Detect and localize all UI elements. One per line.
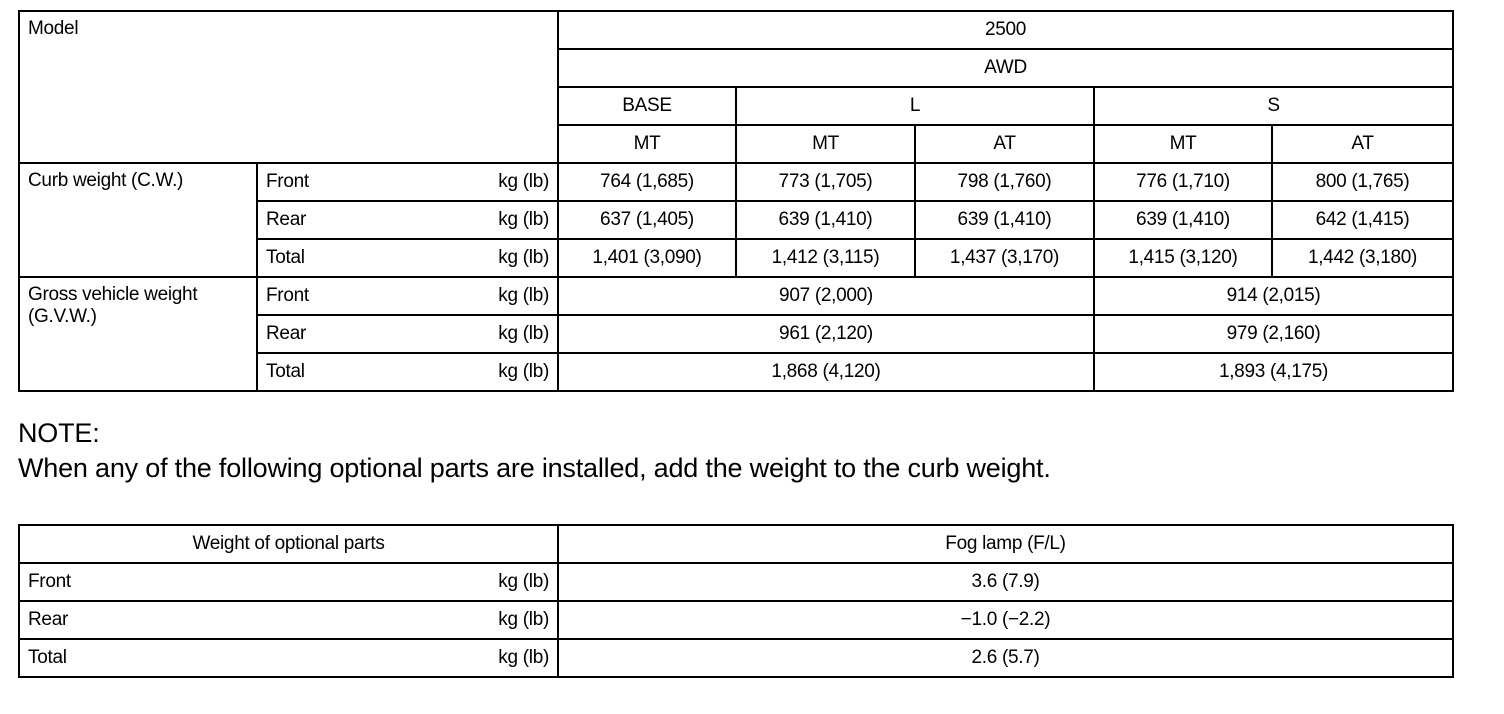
optional-parts-table: Weight of optional parts Fog lamp (F/L) … [18,524,1454,678]
value-cell: 764 (1,685) [557,162,737,202]
unit-label: kg (lb) [498,609,549,630]
grade-header: BASE [557,86,737,126]
value-cell: 914 (2,015) [1092,276,1455,316]
note-text: When any of the following optional parts… [18,453,1051,483]
row-label: Rear [266,323,306,344]
gvw-label: Gross vehicle weight (G.V.W.) [18,276,258,392]
model-value: 2500 [556,10,1455,50]
transmission-header: MT [735,124,916,164]
row-label: Front [266,285,309,306]
table-row: Total kg (lb) 2.6 (5.7) [18,638,1454,678]
table-row: Gross vehicle weight (G.V.W.) Front kg (lb… [18,276,1455,392]
curb-weight-label: Curb weight (C.W.) [18,162,258,278]
unit-label: kg (lb) [498,285,549,306]
value-cell: 1,893 (4,175) [1092,352,1455,392]
value-cell: 979 (2,160) [1092,314,1455,354]
grade-header: S [1092,86,1455,126]
table-row: Total kg (lb) 1,401 (3,090) 1,412 (3,115)… [19,238,1455,278]
value-cell: 1,868 (4,120) [557,352,1095,392]
value-cell: 1,442 (3,180) [1270,238,1455,278]
transmission-header: MT [1093,124,1273,164]
model-label: Model [18,10,559,164]
fog-lamp-header: Fog lamp (F/L) [557,524,1454,564]
table-row: Total kg (lb) 1,868 (4,120) 1,893 (4,175) [19,352,1455,392]
value-cell: 907 (2,000) [557,276,1095,316]
table-row: Rear kg (lb) 961 (2,120) 979 (2,160) [19,314,1455,354]
row-label: Total [266,247,305,268]
row-label: Front [266,171,309,192]
table-row: Rear kg (lb) 637 (1,405) 639 (1,410) 639 … [19,200,1455,240]
drive-type: AWD [556,48,1455,88]
value-cell: 639 (1,410) [1093,200,1273,240]
optional-header: Weight of optional parts [18,524,559,564]
unit-label: kg (lb) [498,361,549,382]
row-label: Total [266,361,305,382]
row-label: Front [28,571,71,592]
value-cell: −1.0 (−2.2) [557,600,1454,640]
table-row: Front kg (lb) 3.6 (7.9) [18,562,1454,602]
value-cell: 639 (1,410) [914,200,1095,240]
value-cell: 798 (1,760) [914,162,1095,202]
unit-label: kg (lb) [498,209,549,230]
value-cell: 776 (1,710) [1093,162,1273,202]
value-cell: 642 (1,415) [1270,200,1455,240]
value-cell: 2.6 (5.7) [557,638,1454,678]
unit-label: kg (lb) [498,171,549,192]
value-cell: 773 (1,705) [735,162,916,202]
transmission-header: MT [557,124,737,164]
transmission-header: AT [914,124,1095,164]
table-row: Rear kg (lb) −1.0 (−2.2) [18,600,1454,640]
grade-header: L [735,86,1095,126]
value-cell: 961 (2,120) [557,314,1095,354]
value-cell: 1,412 (3,115) [735,238,916,278]
unit-label: kg (lb) [498,323,549,344]
value-cell: 3.6 (7.9) [557,562,1454,602]
value-cell: 1,415 (3,120) [1093,238,1273,278]
value-cell: 639 (1,410) [735,200,916,240]
transmission-header: AT [1270,124,1455,164]
row-label: Rear [266,209,306,230]
value-cell: 637 (1,405) [557,200,737,240]
note-title: NOTE: [18,418,100,448]
value-cell: 1,437 (3,170) [914,238,1095,278]
table-row: Curb weight (C.W.) Front kg (lb) 764 (1,6… [18,162,1455,278]
row-label: Rear [28,609,68,630]
value-cell: 800 (1,765) [1270,162,1455,202]
unit-label: kg (lb) [498,571,549,592]
value-cell: 1,401 (3,090) [557,238,737,278]
vehicle-weight-table: Model 2500 AWD BASE L S MT MT AT MT AT C… [18,10,1455,392]
row-label: Total [28,647,67,668]
unit-label: kg (lb) [498,647,549,668]
unit-label: kg (lb) [498,247,549,268]
